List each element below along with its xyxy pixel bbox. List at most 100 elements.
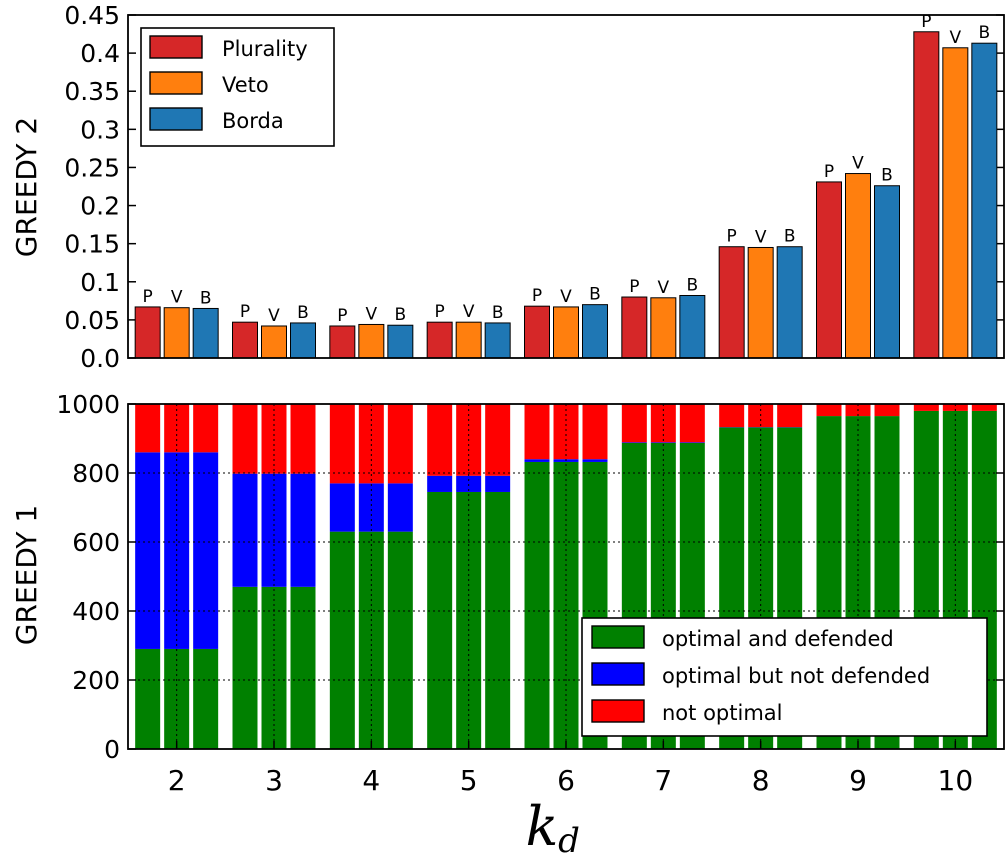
bottom-legend-box [581,617,988,737]
top-ytick-label: 0.15 [64,230,120,259]
top-bar-label-v: V [755,227,767,247]
bottom-bar-segment-0-4 [387,531,413,749]
bottom-bar-segment-2-5 [427,404,453,476]
top-bar-label-p: P [240,302,250,322]
bottom-bar-segment-0-5 [485,491,511,749]
top-bar-veto-9 [845,173,871,359]
top-ytick-label: 0.45 [64,1,120,30]
top-bar-label-b: B [978,23,990,43]
bottom-bar-segment-1-5 [485,475,511,492]
legend-label-plurality: Plurality [222,37,308,61]
bottom-bar-segment-1-4 [358,483,384,532]
bottom-legend: optimal and defended optimal but not def… [581,617,988,737]
bottom-bar-segment-0-3 [261,586,287,749]
xtick-label: 9 [849,764,867,797]
bottom-bar-segment-1-3 [290,473,316,587]
bottom-bar-segment-2-7 [679,404,705,443]
bottom-panel-greedy-1: 0 200 400 600 800 1000 2 3 4 5 6 7 8 9 10 [56,390,1005,797]
top-bar-label-b: B [589,285,601,305]
bottom-bar-segment-2-8 [719,404,745,428]
top-bar-borda-6 [582,304,608,359]
bottom-ytick-label: 600 [72,528,120,557]
top-bar-borda-9 [874,185,900,359]
top-bar-veto-6 [553,306,579,359]
top-bar-veto-4 [358,323,385,359]
top-ytick-label: 0.35 [64,77,120,106]
top-bar-label-v: V [560,287,572,307]
top-ytick-label: 0.0 [80,344,120,373]
top-bar-label-v: V [950,28,962,48]
legend-swatch-optimal-not-defended [591,662,645,686]
bottom-bar-segment-1-7 [679,442,705,443]
top-bar-label-p: P [532,286,542,306]
xtick-label: 3 [265,764,283,797]
top-bar-veto-10 [942,47,969,359]
bottom-ytick-label: 200 [72,666,120,695]
bottom-bar-segment-2-3 [232,404,258,474]
bottom-ytick-label: 800 [72,459,120,488]
legend-swatch-plurality [149,35,203,59]
top-bar-label-v: V [171,288,183,308]
bottom-bar-segment-2-2 [135,404,161,453]
legend-label-optimal-not-defended: optimal but not defended [662,664,930,688]
top-bar-label-p: P [727,227,737,247]
bottom-bar-segment-0-4 [329,531,355,749]
bottom-bar-segment-1-5 [427,475,453,492]
top-plot-frame [127,14,1005,359]
top-bar-borda-8 [776,246,803,359]
top-ytick-label: 0.4 [80,39,120,68]
xtick-label: 4 [362,764,380,797]
top-bar-borda-10 [971,42,998,359]
bottom-bar-segment-1-3 [232,473,258,587]
bottom-bar-segment-1-2 [193,452,219,649]
top-bar-borda-4 [387,324,414,359]
top-legend: Plurality Veto Borda [140,27,335,147]
bottom-bar-segment-1-7 [650,442,676,443]
top-bar-veto-2 [163,307,190,359]
top-bar-borda-7 [679,294,706,359]
top-bar-plurality-9 [816,181,842,359]
bottom-bar-segment-2-10 [942,404,968,411]
bottom-bar-segment-0-5 [427,491,453,749]
top-bar-label-v: V [268,306,280,326]
bottom-plot-frame [127,403,1005,750]
bottom-bar-segment-1-7 [621,442,647,443]
x-axis-title-main: k [526,795,559,855]
top-bar-label-v: V [366,304,378,324]
top-bar-veto-5 [455,321,482,359]
legend-swatch-borda [149,107,203,131]
bottom-bar-segment-1-4 [387,483,413,532]
legend-swatch-veto [149,71,203,95]
bottom-bar-segment-1-5 [456,475,482,492]
bottom-bar-segment-0-2 [135,648,161,749]
top-bar-label-b: B [200,288,212,308]
top-bar-label-p: P [337,306,347,326]
top-bar-label-p: P [143,287,153,307]
bottom-bar-segment-0-2 [164,648,190,749]
xtick-label: 5 [460,764,478,797]
top-bar-plurality-3 [232,321,258,359]
legend-label-borda: Borda [222,109,284,133]
top-ytick-label: 0.3 [80,115,120,144]
bottom-bar-segment-2-10 [971,404,997,411]
top-ytick-label: 0.2 [80,192,120,221]
bottom-bar-segment-1-4 [329,483,355,532]
top-bar-veto-8 [747,246,774,359]
top-bar-veto-3 [261,325,287,359]
top-bar-label-p: P [824,162,834,182]
legend-label-optimal-defended: optimal and defended [662,627,894,651]
bottom-bar-segment-0-6 [524,461,550,749]
bottom-bar-segment-1-6 [524,459,550,462]
top-ytick-label: 0.25 [64,153,120,182]
bottom-bar-segment-2-3 [290,404,316,474]
xtick-label: 10 [938,764,974,797]
top-bar-label-b: B [784,227,796,247]
xtick-label: 2 [168,764,186,797]
bottom-ytick-label: 0 [104,735,120,764]
top-bar-label-b: B [394,305,406,325]
bottom-bar-segment-2-4 [387,404,413,484]
xtick-label: 7 [654,764,672,797]
x-axis-title-subscript: d [558,821,580,855]
top-bar-label-p: P [435,302,445,322]
